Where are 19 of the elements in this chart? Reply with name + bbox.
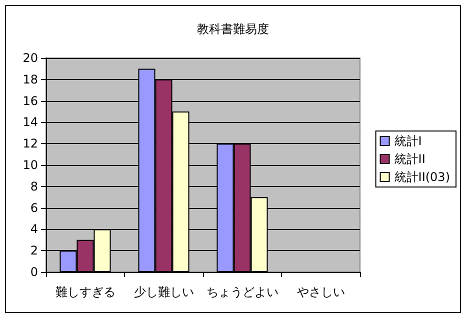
y-tick-label: 20 (22, 51, 38, 65)
y-tick-label: 18 (22, 72, 38, 86)
y-tick-label: 8 (30, 179, 38, 194)
y-tick-label: 2 (30, 244, 38, 258)
y-tick-label: 12 (22, 136, 38, 151)
y-tick-label: 14 (22, 115, 38, 130)
legend-label: 統計II(03) (394, 170, 450, 184)
y-tick-label: 4 (30, 222, 38, 236)
x-tick-label: 難しすぎる (55, 285, 116, 299)
x-tick-label: ちょうどよい (206, 285, 278, 299)
y-tick-label: 16 (22, 94, 38, 108)
y-tick-label: 10 (22, 158, 38, 172)
chart-title: 教科書難易度 (197, 22, 269, 36)
x-tick-label: やさしい (296, 285, 345, 299)
y-tick-label: 6 (30, 200, 38, 215)
y-tick-label: 0 (30, 265, 38, 279)
legend-label: 統計II (394, 152, 426, 166)
x-tick-label: 少し難しい (134, 285, 194, 299)
legend-label: 統計I (394, 134, 422, 148)
